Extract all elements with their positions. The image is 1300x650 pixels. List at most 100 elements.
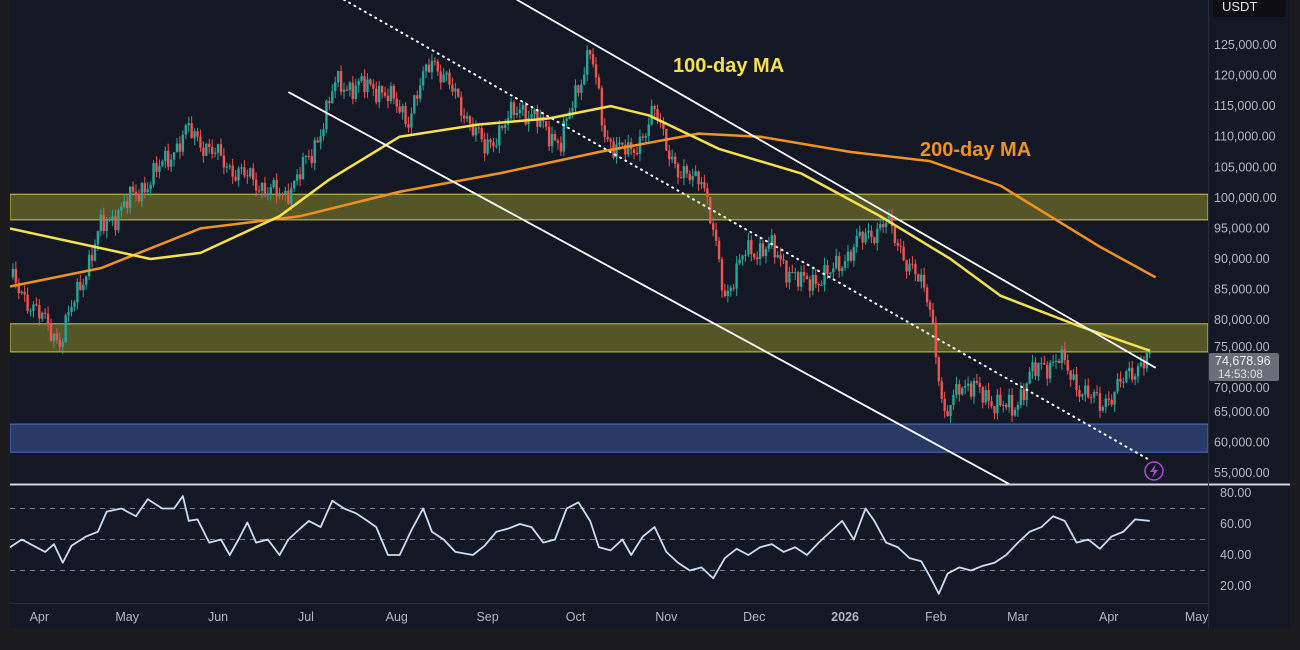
candle-body [1040, 363, 1043, 365]
candle-body [372, 84, 375, 89]
candle-body [52, 333, 56, 342]
candle-body [1136, 366, 1140, 377]
candle-body [319, 136, 322, 143]
channel-lower[interactable] [287, 91, 1010, 484]
candle-body [653, 105, 656, 110]
candle [738, 253, 741, 266]
candle-body [172, 152, 176, 160]
candle-body [439, 71, 442, 83]
candle-body [826, 265, 829, 274]
candle [216, 143, 220, 160]
candle [377, 80, 381, 109]
candle [20, 290, 23, 295]
candle-body [814, 275, 817, 285]
candle [1113, 391, 1116, 412]
candle-body [1007, 395, 1011, 408]
candle-body [984, 390, 987, 403]
channel-upper[interactable] [516, 0, 1157, 369]
zones [10, 193, 1208, 453]
candle [890, 209, 894, 234]
time-tick-label: Nov [655, 610, 678, 624]
candle [301, 152, 305, 180]
candle-body [1043, 363, 1046, 365]
candle [805, 272, 809, 280]
moving-averages [10, 104, 1157, 352]
candle-body [269, 187, 272, 195]
candle [35, 297, 38, 307]
candle-body [228, 165, 231, 167]
candle-body [345, 89, 349, 91]
candle [955, 376, 958, 399]
candle [873, 236, 876, 246]
candle [949, 404, 952, 423]
candle [893, 223, 897, 247]
candle-body [817, 284, 820, 286]
time-axis[interactable]: Apr May Jun Jul Aug Sep Oct Nov Dec 2026 Feb Mar Apr… [30, 610, 1210, 624]
candle-body [486, 139, 489, 154]
candle [1098, 386, 1102, 419]
time-tick-label: Aug [386, 610, 408, 624]
alert-icon[interactable] [1144, 461, 1164, 481]
candle [448, 68, 451, 90]
candle-body [313, 140, 316, 164]
quote-currency-badge[interactable]: USDT [1213, 0, 1286, 17]
candle-body [1125, 371, 1128, 382]
candle [134, 184, 138, 202]
candle-body [870, 230, 873, 238]
candle [416, 90, 419, 106]
candle-body [70, 306, 73, 313]
candle-body [79, 281, 82, 291]
candle [846, 244, 850, 269]
candle-body [896, 242, 899, 246]
rsi-pane [9, 495, 1208, 595]
candle-body [445, 72, 448, 75]
candle-body [706, 188, 709, 198]
candle-body [799, 272, 803, 287]
candle [395, 91, 398, 113]
candle-body [761, 243, 765, 256]
candle [187, 116, 190, 133]
channel-mid[interactable] [343, 0, 1151, 462]
candle-body [155, 163, 158, 172]
price-tick-label: 55,000.00 [1214, 466, 1270, 480]
candle-body [1025, 383, 1028, 401]
candle-body [1110, 399, 1113, 405]
candle-body [73, 302, 76, 307]
candle-body [149, 184, 152, 190]
candle [369, 78, 372, 87]
candle-body [246, 175, 249, 177]
candle [969, 380, 973, 400]
candle-body [1060, 349, 1064, 364]
candle-body [571, 108, 574, 112]
candle-body [43, 312, 47, 314]
candle-body [703, 182, 706, 189]
candle [1128, 361, 1131, 379]
rsi-axis[interactable]: 80.00 60.00 40.00 20.00 [1220, 486, 1251, 593]
candle [348, 80, 352, 97]
candle [76, 278, 79, 310]
candle-body [943, 398, 946, 411]
candle [480, 125, 483, 143]
candle [580, 79, 583, 101]
candle-body [843, 261, 847, 268]
candle [688, 170, 691, 185]
candle-body [477, 127, 480, 129]
candle [155, 156, 158, 178]
candle-body [293, 180, 296, 189]
candle [307, 149, 311, 161]
candle [855, 228, 858, 253]
trendlines[interactable] [287, 0, 1157, 484]
candle [723, 283, 727, 298]
candle [351, 76, 355, 105]
candle-body [398, 106, 401, 113]
candle [146, 182, 149, 194]
candle-body [225, 166, 229, 168]
rsi-tick-label: 60.00 [1220, 517, 1251, 531]
price-axis[interactable]: 125,000.00 120,000.00 115,000.00 110,000.00… [1214, 38, 1277, 480]
candle-body [401, 105, 404, 113]
candle [454, 82, 457, 99]
candle-body [773, 235, 776, 258]
candle [747, 232, 750, 258]
candle-body [123, 201, 126, 207]
